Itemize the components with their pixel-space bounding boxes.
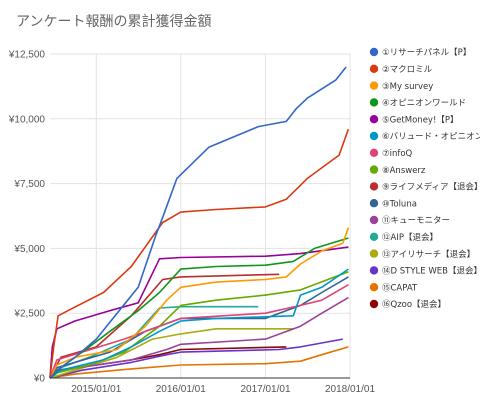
x-tick-label: 2015/01/01 <box>71 384 121 395</box>
series-line[interactable] <box>49 327 294 379</box>
legend-marker <box>369 81 379 90</box>
legend-marker <box>369 266 379 275</box>
legend-label: ④オピニオンワールド <box>382 99 466 109</box>
legend-label: ⑨ライフメディア【退会】 <box>382 182 480 193</box>
legend-label: ①リサーチパネル【P】 <box>382 48 471 58</box>
series-line[interactable] <box>49 338 343 379</box>
axis-layer: ¥0 ¥2,500 ¥5,000 ¥7,500 ¥10,000 ¥12,500 2015/0… <box>8 50 376 396</box>
legend-marker <box>369 299 379 309</box>
legend[interactable]: ①リサーチパネル【P】 ②マクロミル ③My survey ④オピニオンワールド ⑤Ge… <box>369 47 480 310</box>
legend-label: ⑩Toluna <box>382 199 417 209</box>
legend-label: ⑫AIP【退会】 <box>382 232 438 243</box>
legend-marker <box>369 47 379 57</box>
legend-item[interactable]: ③My survey <box>369 81 433 92</box>
series-line[interactable] <box>49 227 350 379</box>
legend-label: ⑤GetMoney!【P】 <box>382 115 458 125</box>
legend-item[interactable]: ⑮CAPAT <box>369 283 418 293</box>
legend-item[interactable]: ⑪キューモニター <box>369 215 450 226</box>
legend-marker <box>369 64 379 74</box>
legend-item[interactable]: ⑯Qzoo【退会】 <box>369 299 446 310</box>
legend-label: ③My survey <box>382 82 433 92</box>
series-line[interactable] <box>49 246 349 379</box>
series-line[interactable] <box>49 273 280 379</box>
legend-item[interactable]: ⑬アイリサーチ【退会】 <box>369 249 475 260</box>
legend-marker <box>369 148 379 157</box>
y-tick-label: ¥0 <box>33 374 46 385</box>
series-line[interactable] <box>49 346 349 379</box>
x-tick-label: 2016/01/01 <box>156 384 206 395</box>
legend-marker <box>369 283 379 292</box>
legend-marker <box>369 98 379 107</box>
legend-label: ⑬アイリサーチ【退会】 <box>382 249 475 260</box>
y-tick-label: ¥10,000 <box>8 114 46 125</box>
series-line[interactable] <box>49 296 349 379</box>
legend-item[interactable]: ⑥バリュード・オピニオン <box>369 131 480 142</box>
legend-marker <box>369 131 379 141</box>
series-line[interactable] <box>49 268 349 379</box>
legend-label: ⑪キューモニター <box>382 216 450 226</box>
legend-label: ⑭D STYLE WEB【退会】 <box>382 266 480 277</box>
legend-item[interactable]: ②マクロミル <box>369 64 433 75</box>
series-line[interactable] <box>49 66 347 379</box>
y-tick-label: ¥12,500 <box>8 50 46 61</box>
legend-label: ⑮CAPAT <box>382 283 418 293</box>
legend-label: ⑧Answerz <box>382 166 426 176</box>
legend-item[interactable]: ⑨ライフメディア【退会】 <box>369 182 480 193</box>
legend-label: ⑦infoQ <box>382 149 413 159</box>
legend-marker <box>369 165 379 174</box>
legend-label: ⑯Qzoo【退会】 <box>382 299 446 310</box>
legend-item[interactable]: ⑤GetMoney!【P】 <box>369 115 459 125</box>
legend-marker <box>369 199 379 208</box>
legend-marker <box>369 249 379 258</box>
legend-marker <box>369 115 379 124</box>
y-tick-label: ¥7,500 <box>13 179 45 190</box>
legend-item[interactable]: ④オピニオンワールド <box>369 98 466 109</box>
legend-label: ⑥バリュード・オピニオン <box>382 132 480 142</box>
y-tick-label: ¥2,500 <box>13 309 45 320</box>
grid-layer <box>50 53 351 378</box>
chart-title: アンケート報酬の累計獲得金額 <box>16 13 211 30</box>
legend-marker <box>369 182 379 191</box>
series-line[interactable] <box>49 284 349 379</box>
legend-label: ②マクロミル <box>382 65 433 75</box>
legend-item[interactable]: ①リサーチパネル【P】 <box>369 47 471 58</box>
legend-item[interactable]: ⑫AIP【退会】 <box>369 232 438 243</box>
legend-item[interactable]: ⑭D STYLE WEB【退会】 <box>369 266 480 277</box>
series-layer <box>49 66 350 379</box>
series-line[interactable] <box>49 270 349 379</box>
x-tick-label: 2018/01/01 <box>325 384 375 395</box>
legend-item[interactable]: ⑦infoQ <box>369 148 413 159</box>
legend-marker <box>369 232 379 241</box>
legend-item[interactable]: ⑧Answerz <box>369 165 426 176</box>
y-tick-label: ¥5,000 <box>13 244 45 255</box>
legend-marker <box>369 215 379 225</box>
series-line[interactable] <box>49 128 350 379</box>
x-tick-label: 2017/01/01 <box>240 384 290 395</box>
legend-item[interactable]: ⑩Toluna <box>369 199 417 209</box>
